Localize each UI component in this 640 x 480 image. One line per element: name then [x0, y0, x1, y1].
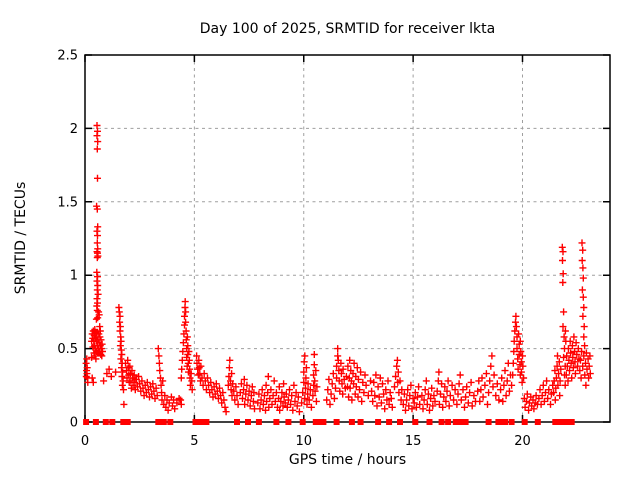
zero-marker: [565, 419, 572, 425]
zero-marker: [333, 419, 340, 425]
zero-marker: [348, 419, 355, 425]
zero-marker: [320, 419, 327, 425]
zero-marker: [120, 419, 127, 425]
zero-marker: [386, 419, 393, 425]
x-tick-label: 15: [405, 434, 422, 449]
zero-marker: [357, 419, 364, 425]
zero-marker: [412, 419, 419, 425]
zero-marker: [203, 419, 210, 425]
scatter-points: [82, 122, 594, 416]
zero-marker: [426, 419, 433, 425]
zero-marker: [534, 419, 541, 425]
y-tick-label: 0.5: [57, 342, 78, 357]
y-axis-label: SRMTID / TECUs: [13, 181, 29, 295]
chart-title: Day 100 of 2025, SRMTID for receiver lkt…: [199, 21, 496, 37]
zero-marker: [397, 419, 403, 425]
zero-marker: [273, 419, 280, 425]
zero-marker: [83, 419, 90, 425]
zero-marker: [445, 419, 452, 425]
x-tick-label: 5: [190, 434, 198, 449]
zero-marker: [495, 419, 502, 425]
zero-marker: [555, 419, 562, 425]
zero-marker: [508, 419, 515, 425]
zero-marker: [558, 419, 565, 425]
y-tick-label: 2: [70, 122, 78, 137]
zero-marker: [562, 419, 569, 425]
x-axis-label: GPS time / hours: [288, 452, 407, 468]
zero-marker: [317, 419, 324, 425]
zero-marker: [92, 419, 99, 425]
zero-marker: [462, 419, 469, 425]
zero-marker: [552, 419, 559, 425]
zero-marker: [160, 419, 167, 425]
zero-marker: [124, 419, 131, 425]
axis-ticks: [84, 54, 610, 423]
zero-marker: [192, 419, 199, 425]
zero-marker: [312, 419, 319, 425]
zero-marker: [458, 419, 465, 425]
plot-border: [84, 54, 611, 423]
zero-marker: [245, 419, 251, 425]
x-tick-label: 20: [514, 434, 531, 449]
zero-marker: [498, 419, 505, 425]
zero-marker: [502, 419, 508, 425]
x-tick-label: 10: [295, 434, 312, 449]
y-tick-label: 1: [70, 269, 78, 284]
y-tick-label: 1.5: [57, 195, 78, 210]
zero-marker: [285, 419, 292, 425]
zero-marker: [255, 419, 262, 425]
zero-marker: [452, 419, 459, 425]
y-tick-label: 2.5: [57, 49, 78, 64]
zero-marker: [167, 419, 174, 425]
zero-marker: [197, 419, 204, 425]
x-tick-label: 0: [81, 434, 89, 449]
grid-lines: [85, 55, 610, 422]
zero-marker: [234, 419, 240, 425]
zero-marker: [155, 419, 162, 425]
zero-marker: [485, 419, 492, 425]
y-tick-label: 0: [70, 416, 78, 431]
zero-marker: [375, 419, 382, 425]
zero-marker: [299, 419, 306, 425]
zero-marker: [521, 419, 528, 425]
zero-marker: [438, 419, 445, 425]
zero-marker: [109, 419, 116, 425]
zero-marker: [102, 419, 109, 425]
zero-marker: [568, 419, 575, 425]
